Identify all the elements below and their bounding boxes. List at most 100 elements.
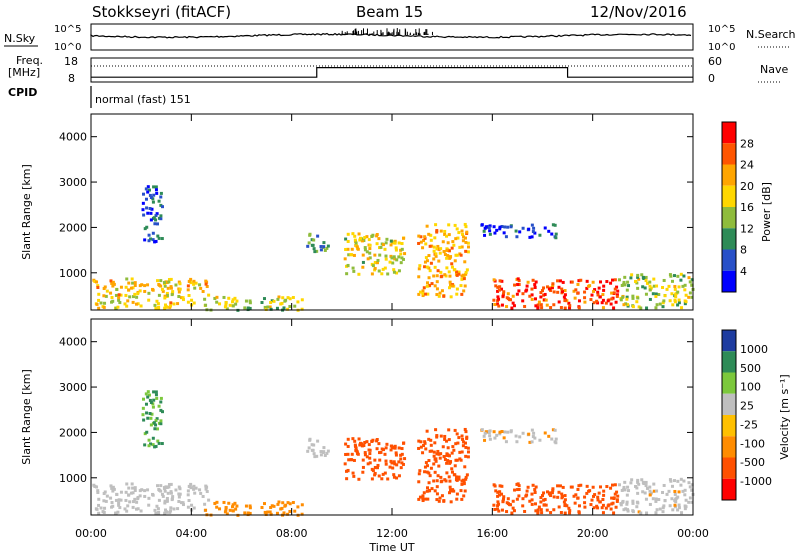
power-cell: [465, 230, 469, 234]
velocity-cell: [312, 443, 316, 447]
power-cell: [629, 276, 633, 280]
velocity-cell: [622, 508, 626, 512]
power-cell: [125, 277, 129, 281]
power-cell: [500, 303, 504, 307]
power-cell: [498, 285, 502, 289]
velocity-cell: [534, 485, 538, 489]
velocity-cell: [464, 477, 468, 481]
velocity-cell: [547, 492, 551, 496]
velocity-cell: [517, 488, 521, 492]
velocity-cell: [433, 441, 437, 445]
power-cell: [592, 301, 596, 305]
power-cell: [596, 290, 600, 294]
power-cell: [509, 225, 513, 229]
velocity-cell: [457, 477, 461, 481]
velocity-cell: [630, 478, 634, 482]
velocity-cell: [629, 481, 633, 485]
power-cell: [326, 244, 330, 248]
power-cell: [186, 284, 190, 288]
velocity-cell: [425, 464, 429, 468]
velocity-cell: [194, 486, 198, 490]
power-cell: [667, 284, 671, 288]
velocity-cell: [433, 470, 437, 474]
power-cell: [139, 304, 143, 308]
power-cell: [393, 257, 397, 261]
power-cell: [125, 304, 129, 308]
velocity-cell: [634, 484, 638, 488]
power-cell: [517, 279, 521, 283]
colorbar-swatch: [722, 228, 736, 250]
velocity-cell: [563, 494, 567, 498]
velocity-cell: [291, 501, 295, 505]
power-cell: [161, 289, 165, 293]
velocity-cell: [609, 507, 613, 511]
velocity-cell: [496, 494, 500, 498]
velocity-cell: [366, 462, 370, 466]
power-cell: [622, 303, 626, 307]
velocity-cell: [625, 500, 629, 504]
velocity-cell: [365, 440, 369, 444]
power-cell: [651, 292, 655, 296]
power-cell: [430, 282, 434, 286]
noise-left-tick-bottom: 10^0: [54, 42, 81, 53]
colorbar-swatch: [722, 436, 736, 458]
velocity-cell: [365, 455, 369, 459]
velocity-cell: [641, 481, 645, 485]
velocity-cell: [455, 475, 459, 479]
power-cell: [525, 284, 529, 288]
power-cell: [141, 201, 145, 205]
velocity-cell: [151, 443, 155, 447]
power-cell: [596, 293, 600, 297]
velocity-cell: [601, 498, 605, 502]
power-cell: [205, 285, 209, 289]
velocity-cell: [351, 471, 355, 475]
velocity-cell: [145, 430, 149, 434]
velocity-cell: [423, 470, 427, 474]
velocity-cell: [563, 498, 567, 502]
power-cell: [192, 301, 196, 305]
velocity-cell: [346, 452, 350, 456]
power-cell: [634, 279, 638, 283]
velocity-cell: [511, 499, 515, 503]
velocity-cell: [401, 462, 405, 466]
power-cell: [421, 294, 425, 298]
power-cell: [262, 297, 266, 301]
power-cell: [462, 289, 466, 293]
velocity-cell: [583, 495, 587, 499]
velocity-cell: [164, 508, 168, 512]
power-cell: [397, 241, 401, 245]
velocity-cell: [286, 512, 290, 516]
power-cell: [228, 303, 232, 307]
power-cell: [384, 241, 388, 245]
power-cell: [169, 286, 173, 290]
velocity-cell: [644, 480, 648, 484]
power-cell: [600, 301, 604, 305]
cpid-label: CPID: [8, 86, 37, 99]
velocity-cell: [445, 439, 449, 443]
power-cell: [399, 252, 403, 256]
velocity-cell: [344, 469, 348, 473]
velocity-cell: [498, 430, 502, 434]
power-cell: [553, 223, 557, 227]
power-cell: [688, 280, 692, 284]
noise-sky-line: [90, 32, 692, 39]
power-cell: [119, 285, 123, 289]
power-cell: [310, 238, 314, 242]
velocity-cell: [99, 506, 103, 510]
date-title: 12/Nov/2016: [590, 3, 687, 21]
power-cell: [440, 289, 444, 293]
power-cell: [105, 289, 109, 293]
power-cell: [683, 288, 687, 292]
velocity-cell: [585, 484, 589, 488]
velocity-cell: [483, 431, 487, 435]
velocity-cell: [636, 478, 640, 482]
velocity-cell: [577, 484, 581, 488]
power-cell: [644, 279, 648, 283]
velocity-cell: [147, 503, 151, 507]
power-cell: [648, 297, 652, 301]
power-cell: [159, 203, 163, 207]
velocity-cell: [612, 496, 616, 500]
power-cell: [176, 302, 180, 306]
power-cell: [379, 245, 383, 249]
power-cell: [662, 299, 666, 303]
